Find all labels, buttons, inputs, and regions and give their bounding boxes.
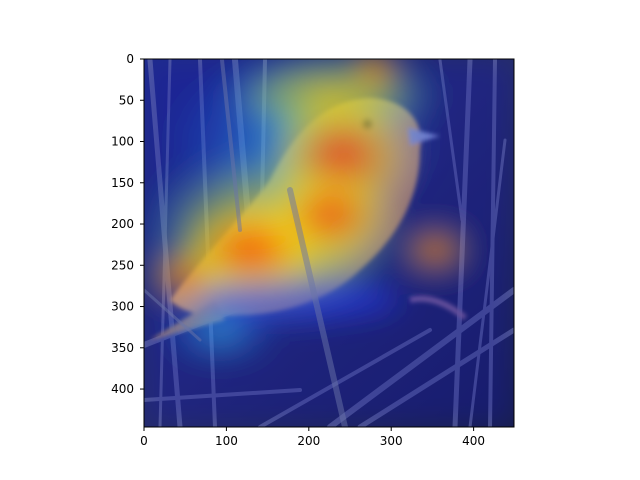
x-tick-label: 0 <box>140 434 148 448</box>
y-tick-label: 100 <box>111 135 134 149</box>
y-tick-label: 50 <box>119 93 134 107</box>
y-tick-label: 150 <box>111 176 134 190</box>
x-tick-label: 300 <box>380 434 403 448</box>
y-tick-label: 400 <box>111 382 134 396</box>
y-tick-label: 250 <box>111 258 134 272</box>
y-tick-label: 300 <box>111 300 134 314</box>
y-tick-label: 200 <box>111 217 134 231</box>
x-tick-label: 400 <box>462 434 485 448</box>
y-tick-label: 0 <box>126 52 134 66</box>
x-axis: 0 100 200 300 400 <box>140 427 485 448</box>
y-axis: 0 50 100 150 200 250 300 350 400 <box>111 52 144 396</box>
reed-stalks-foreground <box>144 59 348 427</box>
gradcam-overlay <box>144 59 514 427</box>
axes-frame <box>143 58 515 428</box>
y-tick-label: 350 <box>111 341 134 355</box>
heatmap-image <box>144 59 514 427</box>
x-tick-label: 200 <box>297 434 320 448</box>
x-tick-label: 100 <box>215 434 238 448</box>
